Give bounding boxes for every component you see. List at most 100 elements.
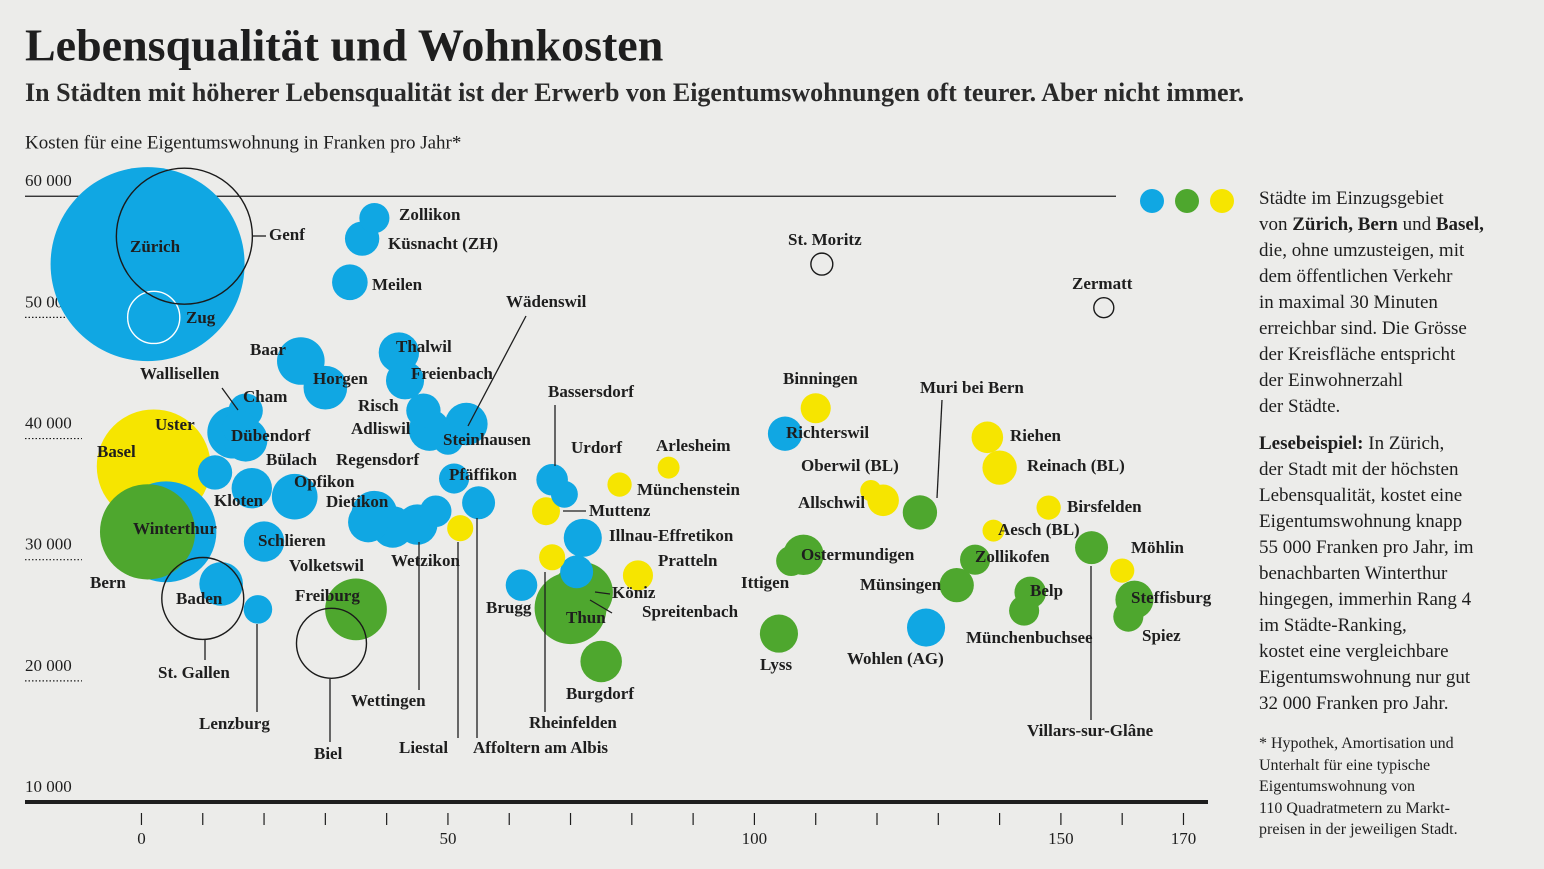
bubble-label: Winterthur: [133, 519, 217, 538]
bubble: [243, 521, 285, 562]
bubble-label: Allschwil: [798, 493, 865, 512]
bubble-label: Möhlin: [1131, 538, 1184, 557]
bubble: [776, 545, 807, 576]
bubble-label: Urdorf: [571, 438, 622, 457]
leader-line: [221, 387, 239, 411]
bubble: [971, 421, 1004, 454]
y-axis-label: Kosten für eine Eigentumswohnung in Fran…: [25, 132, 461, 153]
text-line: Lebensqualität, kostet eine: [1259, 485, 1463, 506]
bubble-label: Kloten: [214, 491, 264, 510]
bubble: [759, 614, 798, 653]
text-line: kostet eine vergleichbare: [1259, 641, 1449, 662]
bubble-label: Horgen: [313, 369, 368, 388]
bubble: [126, 290, 181, 345]
bubble: [560, 555, 594, 589]
bubbles: [50, 167, 1154, 683]
paragraph: Lesebeispiel: In Zürich, der Stadt mit de…: [1259, 431, 1539, 717]
bubble-label: Wallisellen: [140, 364, 220, 383]
bubble-label: Birsfelden: [1067, 497, 1142, 516]
paragraph: Städte im Einzugsgebiet von Zürich, Bern …: [1259, 186, 1539, 420]
bubble: [197, 455, 233, 490]
bubble-label: St. Moritz: [788, 230, 862, 249]
bubble: [960, 544, 991, 575]
bubble: [982, 450, 1017, 485]
bubble-label: Basel: [97, 442, 136, 461]
bubble: [1110, 558, 1135, 583]
bubble-label: Bassersdorf: [548, 382, 634, 401]
bubble: [1009, 595, 1040, 626]
text-line: der Stadt mit der höchsten: [1259, 459, 1459, 480]
bubble-label: Zermatt: [1072, 274, 1133, 293]
bubble-label: Thun: [566, 608, 606, 627]
bubble: [939, 567, 974, 603]
x-tick-label: 50: [439, 829, 456, 848]
bubble: [906, 608, 946, 647]
bubble-label: Reinach (BL): [1027, 456, 1125, 475]
text-line: 55 000 Franken pro Jahr, im: [1259, 537, 1474, 558]
text-line: hingegen, immerhin Rang 4: [1259, 589, 1472, 610]
bubble-label: Köniz: [612, 583, 656, 602]
bubble: [439, 463, 470, 494]
text-line: der Städte.: [1259, 396, 1341, 417]
text-line: die, ohne umzusteigen, mit: [1259, 240, 1465, 261]
bubble: [385, 361, 425, 400]
bubble-label: Ostermundigen: [801, 545, 915, 564]
bubble-label: Bern: [90, 573, 126, 592]
legend-swatch: [1175, 189, 1199, 213]
bubble-label: Steinhausen: [443, 430, 531, 449]
bubble-label: Arlesheim: [656, 436, 731, 455]
bubble-label: Dübendorf: [231, 426, 311, 445]
bubble: [295, 607, 368, 679]
text-line: Lesebeispiel: In Zürich,: [1259, 431, 1539, 457]
text-run: In Zürich,: [1363, 433, 1445, 454]
bubble-label: Pratteln: [658, 551, 718, 570]
bubble: [767, 416, 803, 451]
text-line: preisen in der jeweiligen Stadt.: [1259, 821, 1458, 838]
bubble: [580, 640, 622, 683]
bubble-label: Illnau-Effretikon: [609, 526, 734, 545]
bubble: [50, 167, 245, 362]
bubble-label: Schlieren: [258, 531, 326, 550]
bubble-label: St. Gallen: [158, 663, 230, 682]
bubble: [800, 393, 831, 424]
footnote: * Hypothek, Amortisation und Unterhalt fü…: [1259, 733, 1458, 841]
bubble: [539, 544, 566, 571]
bubble-label: Münsingen: [860, 575, 942, 594]
bubble-label: Spreitenbach: [642, 602, 739, 621]
text-line: 110 Quadratmetern zu Markt-: [1259, 799, 1450, 817]
bubble-label: Bülach: [266, 450, 318, 469]
bubble: [325, 578, 387, 641]
text-line: Städte im Einzugsgebiet: [1259, 188, 1444, 209]
leader-line: [589, 599, 613, 614]
bubble-label: Baar: [250, 340, 286, 359]
bubble-label: Lyss: [760, 655, 793, 674]
bubble: [432, 424, 463, 455]
bubble-label: Rheinfelden: [529, 713, 617, 732]
notes: Städte im Einzugsgebiet von Zürich, Bern …: [1259, 186, 1539, 728]
bubble-label: Zürich: [130, 237, 181, 256]
bubble-label: Zollikon: [399, 205, 461, 224]
text-line: im Städte-Ranking,: [1259, 615, 1407, 636]
legend-swatch: [1210, 189, 1234, 213]
text-line: Eigentumswohnung von: [1259, 778, 1415, 795]
bubble: [231, 468, 272, 509]
bubble: [622, 560, 654, 591]
bubble: [99, 484, 196, 580]
bubble-label: Wetzikon: [391, 551, 460, 570]
bubble: [161, 556, 245, 641]
text-line: von Zürich, Bern und Basel,: [1259, 212, 1539, 238]
bubble: [810, 252, 834, 276]
text-line: 32 000 Franken pro Jahr.: [1259, 693, 1449, 714]
bubble: [348, 501, 389, 543]
y-tick-label: 10 000: [25, 777, 72, 796]
legend-swatch: [1140, 189, 1164, 213]
bubble-label: Muri bei Bern: [920, 378, 1024, 397]
bubble: [447, 515, 474, 542]
bubble-label: Steffisburg: [1131, 588, 1212, 607]
bubble-label: Biel: [314, 744, 343, 763]
bubble-label: Ittigen: [741, 573, 790, 592]
bubble: [1113, 601, 1144, 632]
chart-subtitle: In Städten mit höherer Lebensqualität is…: [25, 78, 1244, 107]
